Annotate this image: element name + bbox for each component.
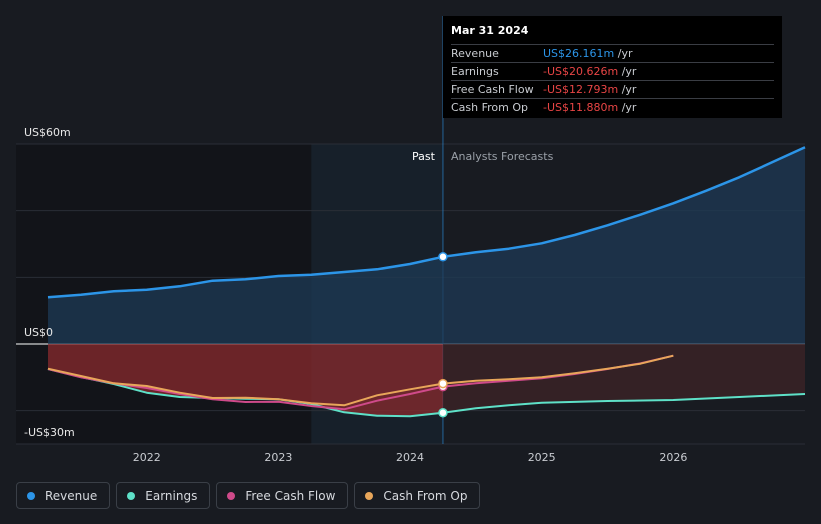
revenue-area [48, 147, 805, 344]
legend-label: Revenue [45, 488, 98, 503]
marker-earnings [438, 408, 448, 418]
marker-cash-from-op [438, 378, 448, 389]
legend-item-free-cash-flow[interactable]: Free Cash Flow [216, 482, 349, 509]
past-label: Past [412, 150, 436, 163]
tooltip-row-free-cash-flow: Free Cash Flow -US$12.793m /yr [451, 80, 774, 98]
tooltip-value: -US$11.880m [543, 101, 619, 114]
tooltip-unit: /yr [614, 47, 633, 60]
legend-item-cash-from-op[interactable]: Cash From Op [354, 482, 481, 509]
tooltip-unit: /yr [618, 101, 637, 114]
y-tick-label: US$60m [24, 126, 71, 139]
series-line-cash-from-op [47, 354, 674, 407]
tooltip-row-earnings: Earnings -US$20.626m /yr [451, 62, 774, 80]
tooltip-value: -US$20.626m [543, 65, 619, 78]
loss-area-forecast [442, 344, 805, 413]
legend-label: Free Cash Flow [245, 488, 336, 503]
legend-dot-icon [365, 491, 374, 500]
y-tick-label: US$0 [24, 326, 53, 339]
forecast-label: Analysts Forecasts [451, 150, 554, 163]
tooltip-unit: /yr [618, 65, 637, 78]
x-tick-label: 2022 [133, 451, 161, 464]
x-tick-label: 2025 [528, 451, 556, 464]
data-tooltip: Mar 31 2024 Revenue US$26.161m /yr Earni… [443, 16, 782, 118]
tooltip-row-revenue: Revenue US$26.161m /yr [451, 44, 774, 62]
loss-area-past [48, 344, 443, 417]
x-tick-label: 2023 [264, 451, 292, 464]
chart-legend: Revenue Earnings Free Cash Flow Cash Fro… [16, 482, 481, 509]
series-line-revenue [47, 146, 806, 299]
legend-label: Earnings [145, 488, 198, 503]
tooltip-label: Cash From Op [451, 101, 529, 114]
tooltip-value: -US$12.793m [543, 83, 619, 96]
tooltip-label: Free Cash Flow [451, 83, 534, 96]
tooltip-label: Earnings [451, 65, 499, 78]
legend-label: Cash From Op [383, 488, 468, 503]
series-line-earnings [47, 368, 806, 418]
tooltip-row-cash-from-op: Cash From Op -US$11.880m /yr [451, 98, 774, 116]
tooltip-unit: /yr [618, 83, 637, 96]
legend-dot-icon [27, 491, 35, 500]
tooltip-value: US$26.161m [543, 47, 615, 60]
legend-item-revenue[interactable]: Revenue [16, 482, 111, 509]
tooltip-label: Revenue [451, 47, 499, 60]
x-tick-label: 2024 [396, 451, 424, 464]
legend-item-earnings[interactable]: Earnings [116, 482, 211, 509]
x-tick-label: 2026 [659, 451, 687, 464]
legend-dot-icon [227, 491, 236, 500]
y-tick-label: -US$30m [24, 426, 75, 439]
legend-dot-icon [127, 491, 136, 500]
tooltip-date: Mar 31 2024 [451, 24, 529, 37]
marker-revenue [438, 252, 448, 262]
